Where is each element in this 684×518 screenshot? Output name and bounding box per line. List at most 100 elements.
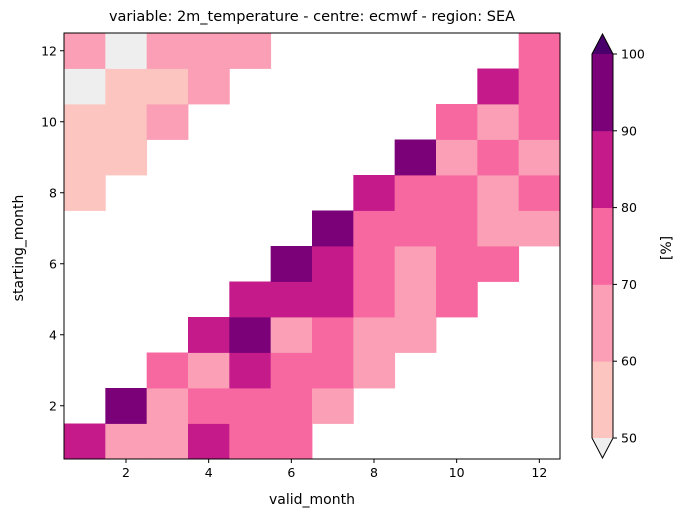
heatmap-cell [477,139,520,176]
heatmap-cell [146,388,189,424]
heatmap-cell [105,139,148,176]
heatmap-cell [229,388,272,424]
colorbar-over-extension [592,34,613,54]
chart-title: variable: 2m_temperature - centre: ecmwf… [109,9,515,25]
heatmap-cell [64,139,106,176]
colorbar-tick-label: 80 [621,200,637,215]
heatmap-cell [312,388,354,424]
heatmap-cell [188,68,230,105]
heatmap-cell [188,352,230,389]
heatmap-cell [394,317,437,353]
x-axis: 2 4 6 8 10 12 [122,459,547,480]
plot-frame [63,32,561,460]
heatmap-cell [64,423,106,460]
heatmap-cell [312,281,354,318]
heatmap-cell [477,210,520,247]
heatmap-cell [518,139,561,176]
colorbar-tick-label: 70 [621,277,637,292]
y-tick-label: 12 [41,43,57,58]
heatmap-cell [146,33,189,69]
heatmap-cell [436,175,478,211]
heatmap-cell [64,68,106,105]
heatmap-cell [518,210,561,247]
heatmap-cell [105,388,148,424]
heatmap-cell [353,281,396,318]
heatmap-cell [64,104,106,140]
colorbar-segment [592,207,613,285]
y-tick-label: 4 [49,327,57,342]
y-axis: 2 4 6 8 10 12 [41,43,64,413]
heatmap-cell [353,246,396,282]
colorbar-segment [592,130,613,208]
heatmap-cell [394,175,437,211]
x-tick-label: 8 [370,465,378,480]
heatmap-cell [394,139,437,176]
heatmap-cell [146,423,189,460]
heatmap-cell [188,388,230,424]
heatmap-cell [270,423,313,460]
y-tick-label: 6 [49,256,57,271]
heatmap-cell [146,68,189,105]
heatmap-cell [477,68,520,105]
heatmap-cell [518,68,561,105]
colorbar-tick-label: 90 [621,123,637,138]
heatmap-cell [394,210,437,247]
y-tick-label: 10 [41,114,57,129]
y-tick-label: 2 [49,398,57,413]
x-tick-label: 12 [531,465,547,480]
heatmap-cell [353,317,396,353]
heatmap-cell [188,317,230,353]
heatmap-cell [188,33,230,69]
heatmap-cell [477,246,520,282]
heatmap-cell [270,246,313,282]
heatmap-cell [312,246,354,282]
heatmap-cell [105,104,148,140]
heatmap-cell [105,33,148,69]
heatmap-cell [64,33,106,69]
heatmap-cell [312,210,354,247]
colorbar: 50 60 70 80 90 100 [591,32,645,460]
heatmap-cell [436,210,478,247]
heatmap-cell [312,352,354,389]
colorbar-label: [%] [659,236,675,260]
colorbar-tick-label: 60 [621,354,637,369]
x-tick-label: 6 [287,465,295,480]
colorbar-tick-label: 100 [621,47,645,62]
heatmap-cell [436,104,478,140]
heatmap-cell [436,246,478,282]
colorbar-under-extension [592,438,613,458]
heatmap-cells [64,33,561,460]
heatmap-cell [518,33,561,69]
heatmap-cell [353,210,396,247]
y-axis-label: starting_month [11,195,27,302]
x-tick-label: 4 [205,465,213,480]
heatmap-cell [229,281,272,318]
heatmap-cell [436,281,478,318]
heatmap-cell [229,423,272,460]
heatmap-cell [394,281,437,318]
x-tick-label: 10 [449,465,465,480]
x-tick-label: 2 [122,465,130,480]
heatmap-cell [146,352,189,389]
heatmap-cell [270,352,313,389]
heatmap-cell [146,104,189,140]
heatmap-cell [518,175,561,211]
heatmap-cell [436,139,478,176]
heatmap-cell [188,423,230,460]
heatmap-cell [353,352,396,389]
heatmap-cell [229,317,272,353]
heatmap-cell [270,317,313,353]
heatmap-cell [229,33,272,69]
x-axis-label: valid_month [269,492,355,508]
colorbar-segment [592,54,613,132]
colorbar-segment [592,284,613,362]
heatmap-cell [270,281,313,318]
heatmap-cell [353,175,396,211]
heatmap-cell [518,104,561,140]
heatmap-cell [105,423,148,460]
colorbar-segment [592,361,613,439]
y-tick-label: 8 [49,185,57,200]
heatmap-cell [394,246,437,282]
colorbar-tick-label: 50 [621,431,637,446]
